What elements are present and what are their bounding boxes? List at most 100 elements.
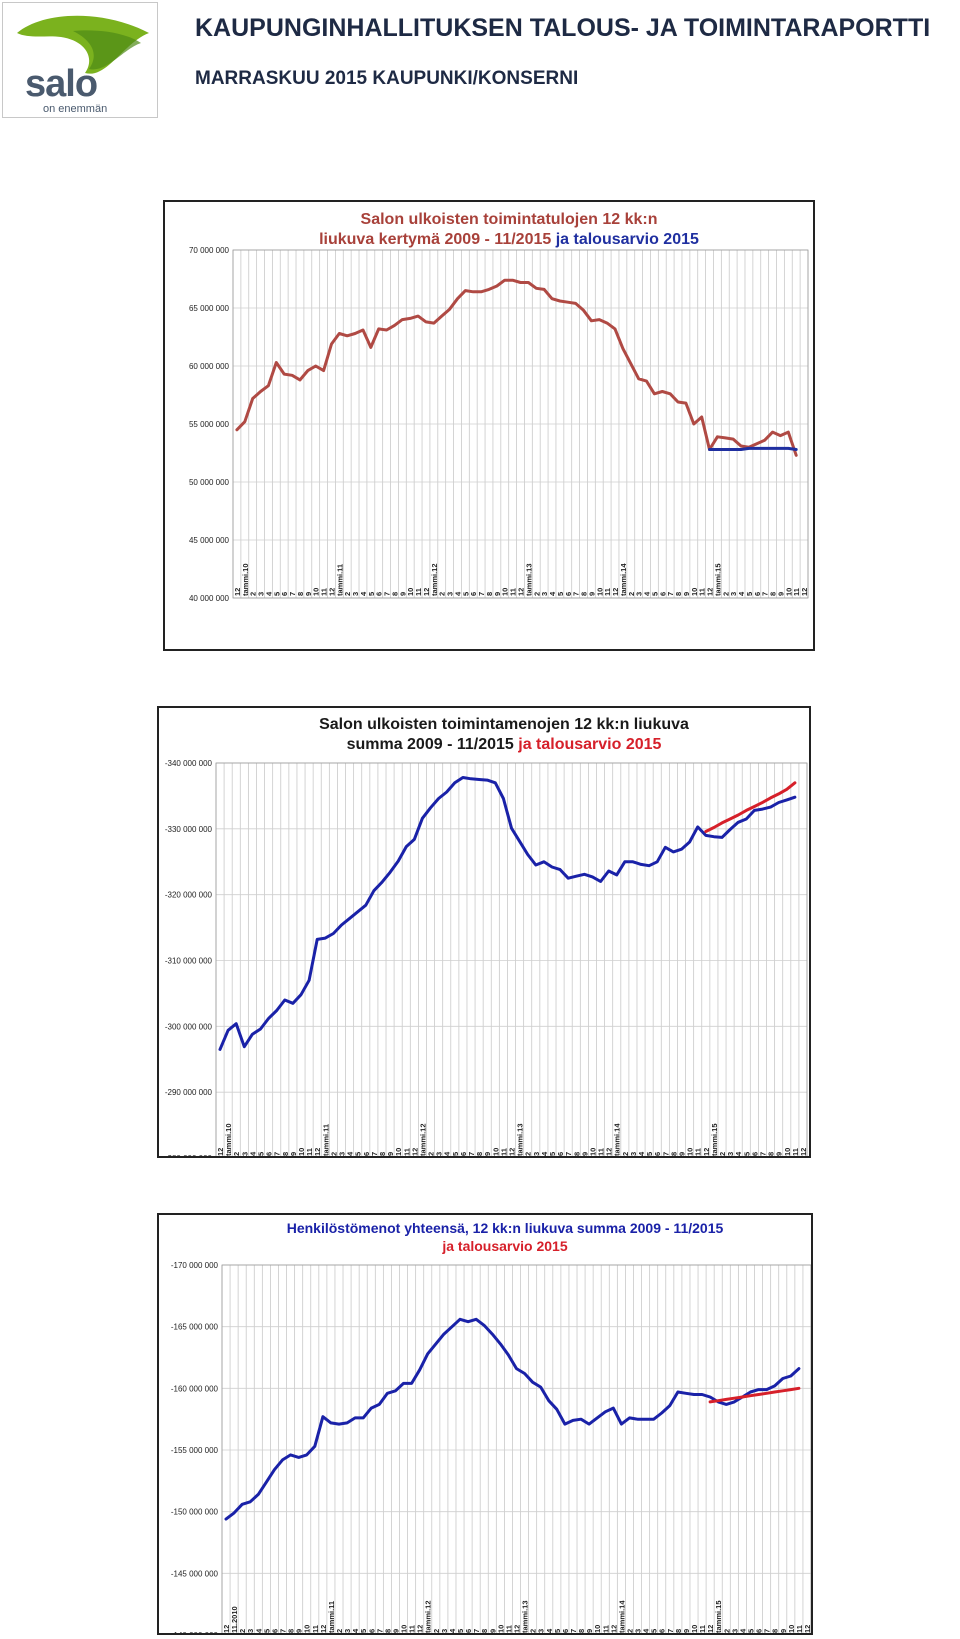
x-tick-label: 11 [694,1148,703,1156]
x-tick-label: 8 [769,592,778,596]
x-tick-label: 12 [313,1148,322,1156]
x-tick-label: 12 [605,1148,614,1156]
x-tick-label: 8 [674,592,683,596]
x-tick-label: 3 [629,1152,638,1156]
x-tick-label: 3 [343,1629,352,1633]
x-tick-label: 10 [690,588,699,596]
x-tick-label: 11 [408,1625,417,1633]
x-tick-label: 7 [467,1152,476,1156]
x-tick-label: 2 [722,1629,731,1633]
x-tick-label: 6 [564,592,573,596]
series-line-actual [235,278,798,457]
x-tick-label: 5 [745,592,754,596]
x-tick-label: 8 [580,592,589,596]
x-tick-label: 12 [513,1625,522,1633]
x-tick-label: 3 [729,592,738,596]
y-tick-label: -140 000 000 [171,1631,219,1633]
x-tick-label: 8 [296,592,305,596]
x-tick-label: 8 [767,1152,776,1156]
x-tick-label: 12 [233,588,242,596]
x-tick-label: 2 [249,592,258,596]
y-tick-label: -155 000 000 [171,1446,219,1455]
x-tick-label: 9 [488,1629,497,1633]
x-tick-label: 6 [753,592,762,596]
x-tick-label: 11 [795,1625,804,1633]
x-tick-label: 5 [451,1152,460,1156]
x-tick-label: 2 [627,592,636,596]
x-tick-label: 9 [483,1152,492,1156]
x-tick-label: 7 [569,1629,578,1633]
x-tick-label: 3 [635,592,644,596]
x-tick-label: 7 [564,1152,573,1156]
x-tick-label: 12 [410,1148,419,1156]
chart-title-line2: liukuva kertymä 2009 - 11/2015 ja talous… [319,231,699,248]
x-tick-label: 8 [378,1152,387,1156]
x-tick-label: 7 [661,1152,670,1156]
x-tick-label: 11 [414,588,423,596]
y-tick-label: -290 000 000 [165,1088,213,1097]
x-tick-label: tammi.15 [710,1123,719,1156]
x-tick-label: 8 [771,1629,780,1633]
x-tick-label: 4 [738,1628,747,1633]
x-tick-label: 2 [238,1629,247,1633]
x-tick-label: 11 [504,1625,513,1633]
x-tick-label: 7 [273,1152,282,1156]
x-tick-label: 3 [532,1152,541,1156]
x-tick-label: 8 [480,1629,489,1633]
plot-area [232,249,809,599]
x-tick-label: 5 [650,592,659,596]
y-tick-label: -330 000 000 [165,825,213,834]
y-tick-label: -300 000 000 [165,1022,213,1031]
x-tick-label: 5 [359,1629,368,1633]
y-tick-label: -160 000 000 [171,1384,219,1393]
x-tick-label: tammi.11 [321,1124,330,1156]
x-tick-label: 3 [537,1629,546,1633]
x-tick-label: 7 [279,1629,288,1633]
x-tick-label: 6 [459,1152,468,1156]
x-tick-label: 6 [367,1629,376,1633]
x-tick-label: 2 [335,1629,344,1633]
logo-tagline: on enemmän [43,103,108,115]
y-tick-label: -320 000 000 [165,891,213,900]
x-tick-label: 5 [461,592,470,596]
chart-svg: -140 000 000 -145 000 000 -150 000 000 -155… [171,1220,811,1633]
x-tick-label: 10 [787,1625,796,1633]
x-tick-label: 12 [799,1148,808,1156]
x-tick-label: tammi.14 [613,1123,622,1156]
x-tick-label: 12 [706,1625,715,1633]
x-tick-label: 7 [288,592,297,596]
x-tick-label: 2 [621,1152,630,1156]
y-tick-label: -145 000 000 [171,1569,219,1578]
x-tick-label: 11 [305,1148,314,1156]
chart-title-line1: Salon ulkoisten toimintamenojen 12 kk:n … [319,716,689,733]
x-tick-label: 7 [666,592,675,596]
x-tick-label: 12 [609,1625,618,1633]
x-tick-label: tammi.15 [713,563,722,596]
x-tick-label: 2 [232,1152,241,1156]
x-tick-label: 7 [763,1629,772,1633]
y-tick-label: 70 000 000 [189,246,230,255]
leaf-icon [17,15,149,74]
x-tick-label: 8 [475,1152,484,1156]
x-tick-label: 12 [800,588,809,596]
page-title: KAUPUNGINHALLITUKSEN TALOUS- JA TOIMINTA… [195,14,931,42]
x-tick-label: 7 [375,1629,384,1633]
x-tick-label: 10 [588,1148,597,1156]
x-tick-label: 12 [706,588,715,596]
x-tick-label: 11 [597,1148,606,1156]
x-tick-label: 3 [540,592,549,596]
x-tick-label: 4 [359,591,368,596]
x-tick-label: 10 [491,1148,500,1156]
x-tick-label: 12 [422,588,431,596]
x-tick-label: 3 [351,592,360,596]
x-tick-label: 2 [427,1152,436,1156]
y-tick-label: 45 000 000 [189,536,230,545]
x-tick-label: tammi.11 [335,564,344,596]
series-line-budget [708,446,798,451]
x-tick-label: 11 [791,1148,800,1156]
x-tick-label: 2 [438,592,447,596]
x-tick-label: 4 [351,1628,360,1633]
x-tick-label: 11 [698,588,707,596]
x-tick-label: 12 [416,1625,425,1633]
x-tick-label: 11 [499,1148,508,1156]
